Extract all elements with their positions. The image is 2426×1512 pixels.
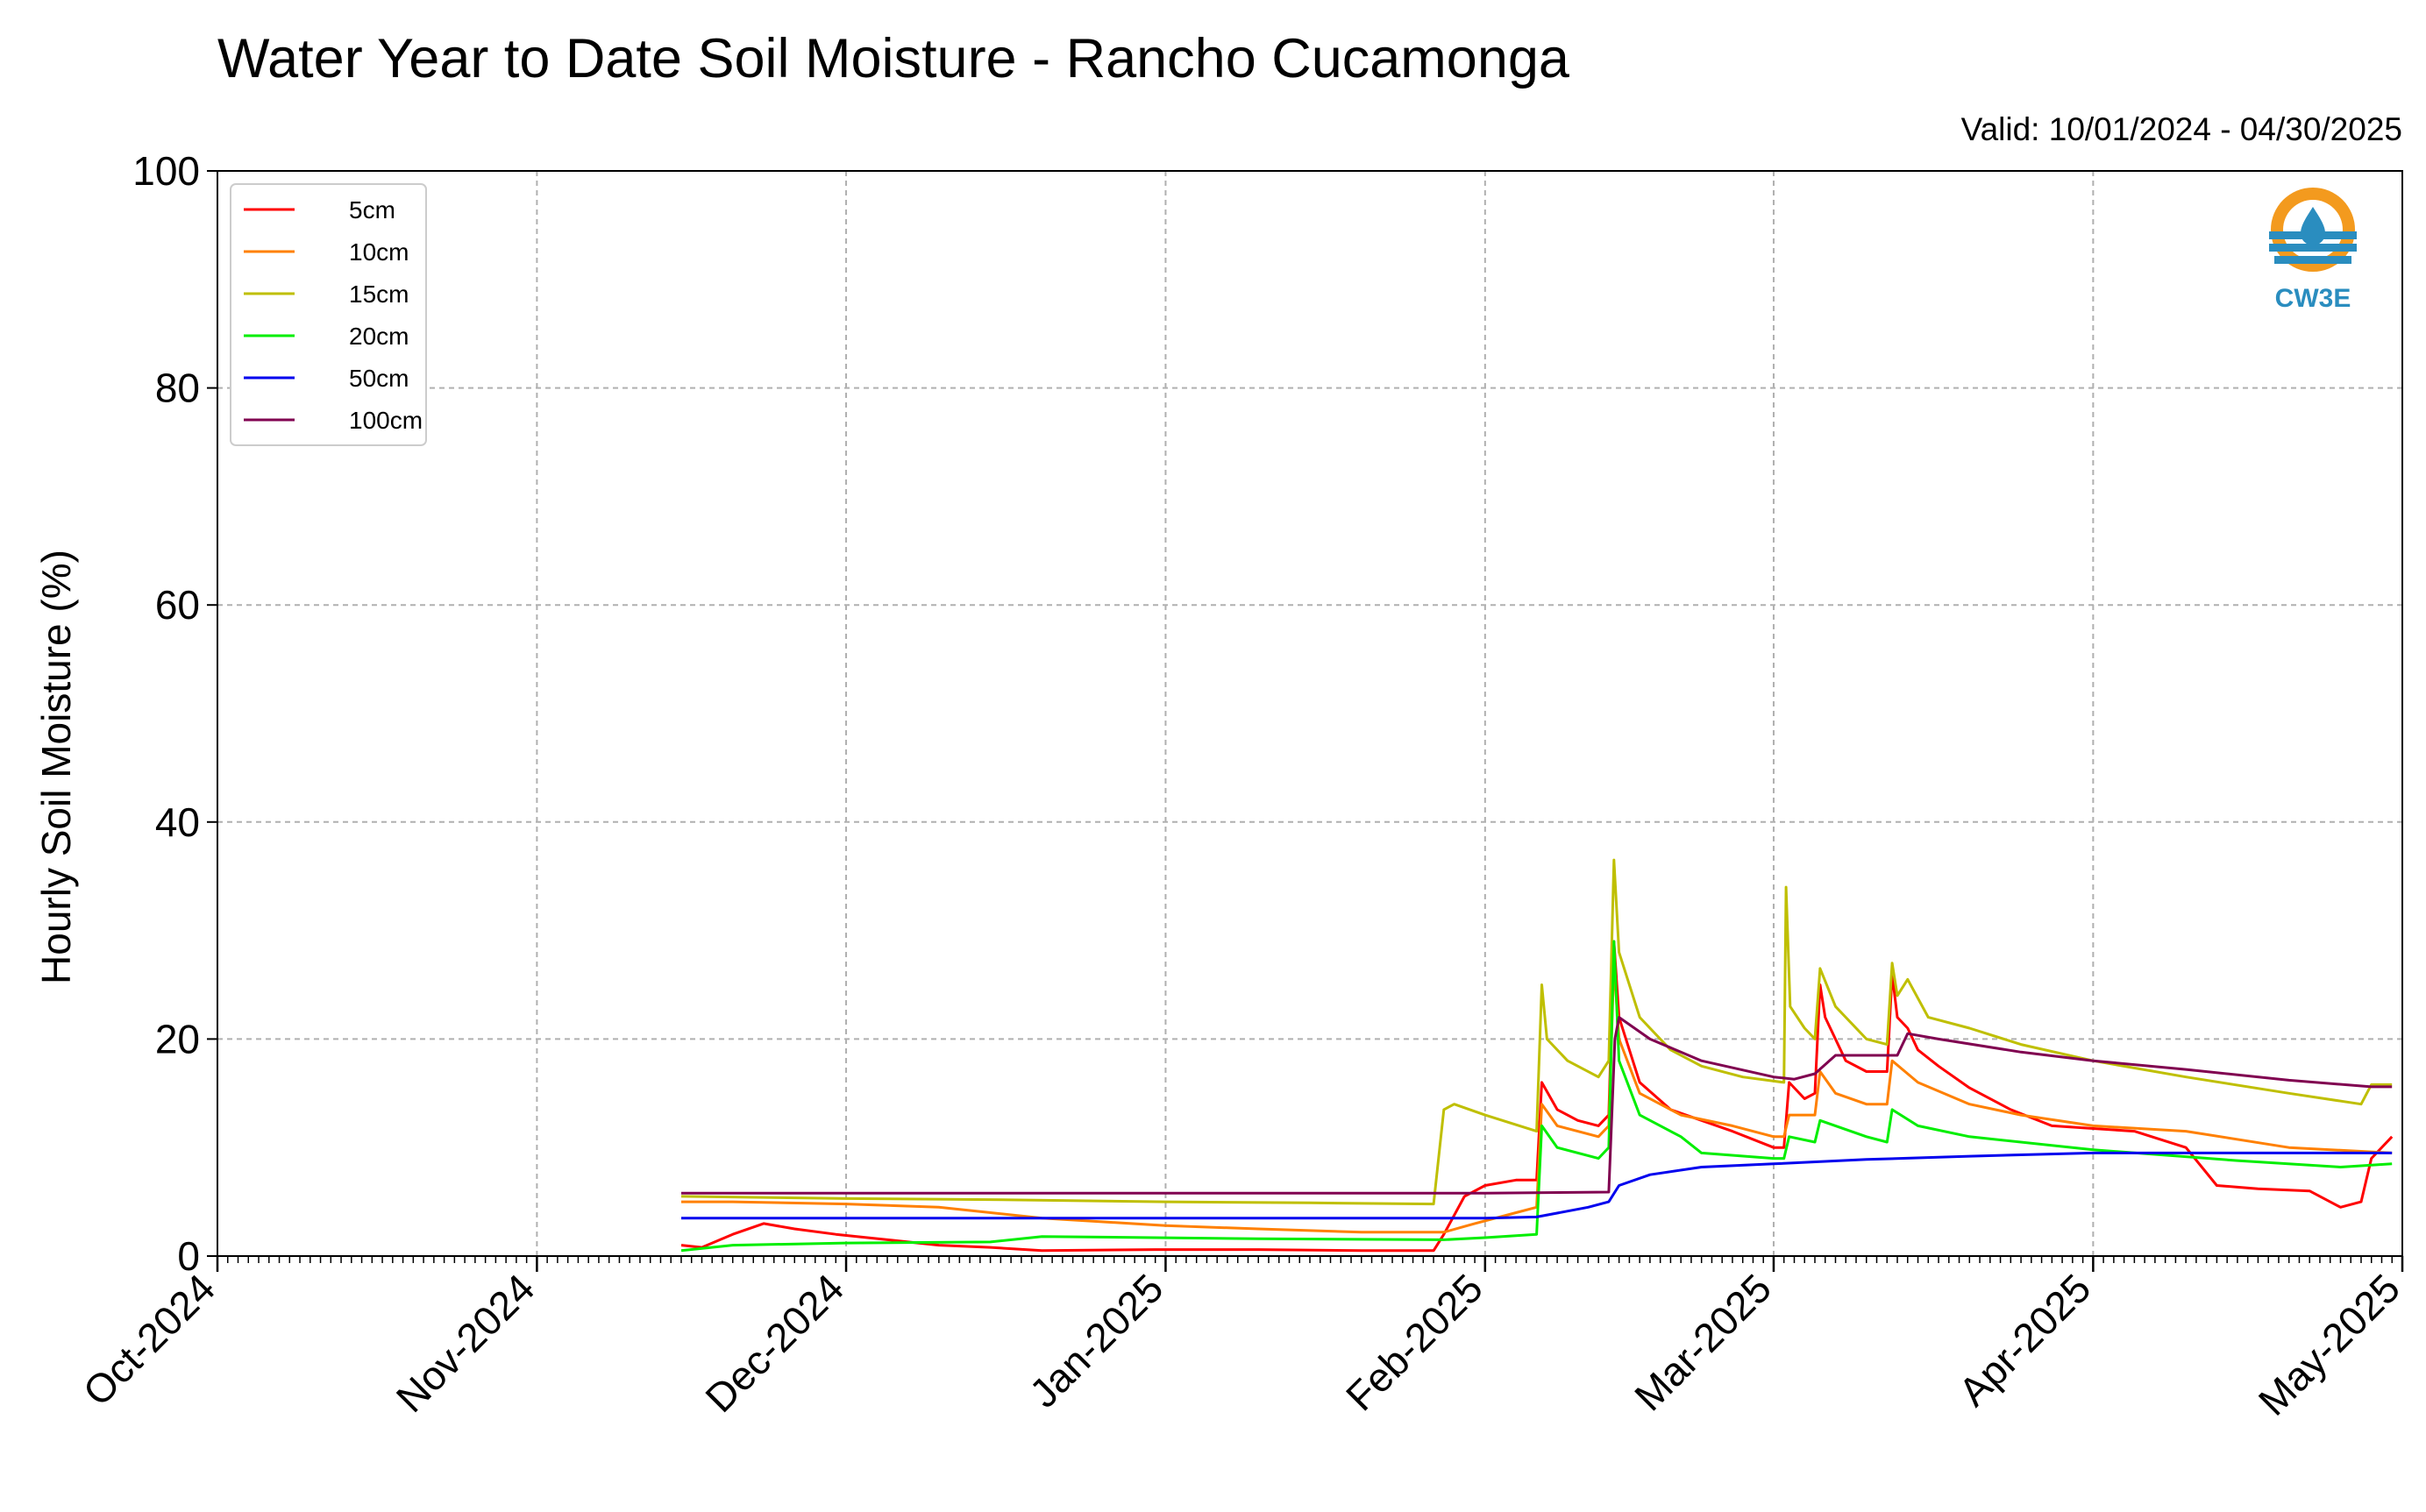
x-tick-label: Jan-2025 — [1021, 1265, 1171, 1416]
series-line-20cm — [680, 940, 2393, 1253]
chart-title: Water Year to Date Soil Moisture - Ranch… — [217, 28, 1570, 89]
series-line-10cm — [681, 962, 2393, 1234]
y-tick-label: 0 — [177, 1233, 200, 1279]
y-tick-label: 80 — [155, 366, 200, 411]
y-tick-label: 100 — [132, 148, 200, 194]
legend-label: 5cm — [349, 196, 395, 224]
x-tick-label: Nov-2024 — [388, 1265, 544, 1421]
x-tick-label: Feb-2025 — [1337, 1265, 1491, 1419]
logo-wave-2 — [2269, 244, 2357, 252]
legend-box — [230, 183, 427, 446]
logo-text: CW3E — [2275, 284, 2351, 313]
x-axis-ticks: Oct-2024 Nov-2024 Dec-2024 Jan-2025 Feb-2025… — [75, 1256, 2408, 1424]
legend: 5cm 10cm 15cm 20cm 50cm 100cm — [230, 183, 427, 446]
logo-wave-3 — [2274, 256, 2351, 264]
series-line-15cm — [680, 858, 2393, 1206]
y-axis-ticks: 0 20 40 60 80 100 — [132, 148, 217, 1279]
cw3e-logo: CW3E — [2269, 188, 2357, 313]
legend-label: 20cm — [349, 323, 409, 350]
x-tick-label: Apr-2025 — [1950, 1265, 2100, 1415]
x-tick-label: Mar-2025 — [1626, 1265, 1780, 1419]
legend-label: 50cm — [349, 365, 409, 392]
plot-frame — [217, 170, 2403, 1257]
y-axis-label: Hourly Soil Moisture (%) — [33, 550, 79, 984]
x-tick-label: Dec-2024 — [696, 1265, 852, 1421]
series-line-100cm — [681, 1016, 2393, 1195]
x-tick-label: May-2025 — [2250, 1265, 2408, 1423]
legend-label: 15cm — [349, 280, 409, 308]
x-tick-label: Oct-2024 — [75, 1265, 224, 1415]
chart-subtitle: Valid: 10/01/2024 - 04/30/2025 — [1961, 111, 2402, 147]
series-line-50cm — [681, 1151, 2393, 1220]
grid-lines — [217, 171, 2402, 1256]
y-tick-label: 20 — [155, 1016, 200, 1061]
legend-label: 100cm — [349, 407, 423, 434]
y-tick-label: 60 — [155, 582, 200, 628]
series-layer — [680, 858, 2394, 1253]
water-drop-icon — [2301, 207, 2325, 245]
legend-label: 10cm — [349, 238, 409, 266]
y-tick-label: 40 — [155, 799, 200, 845]
